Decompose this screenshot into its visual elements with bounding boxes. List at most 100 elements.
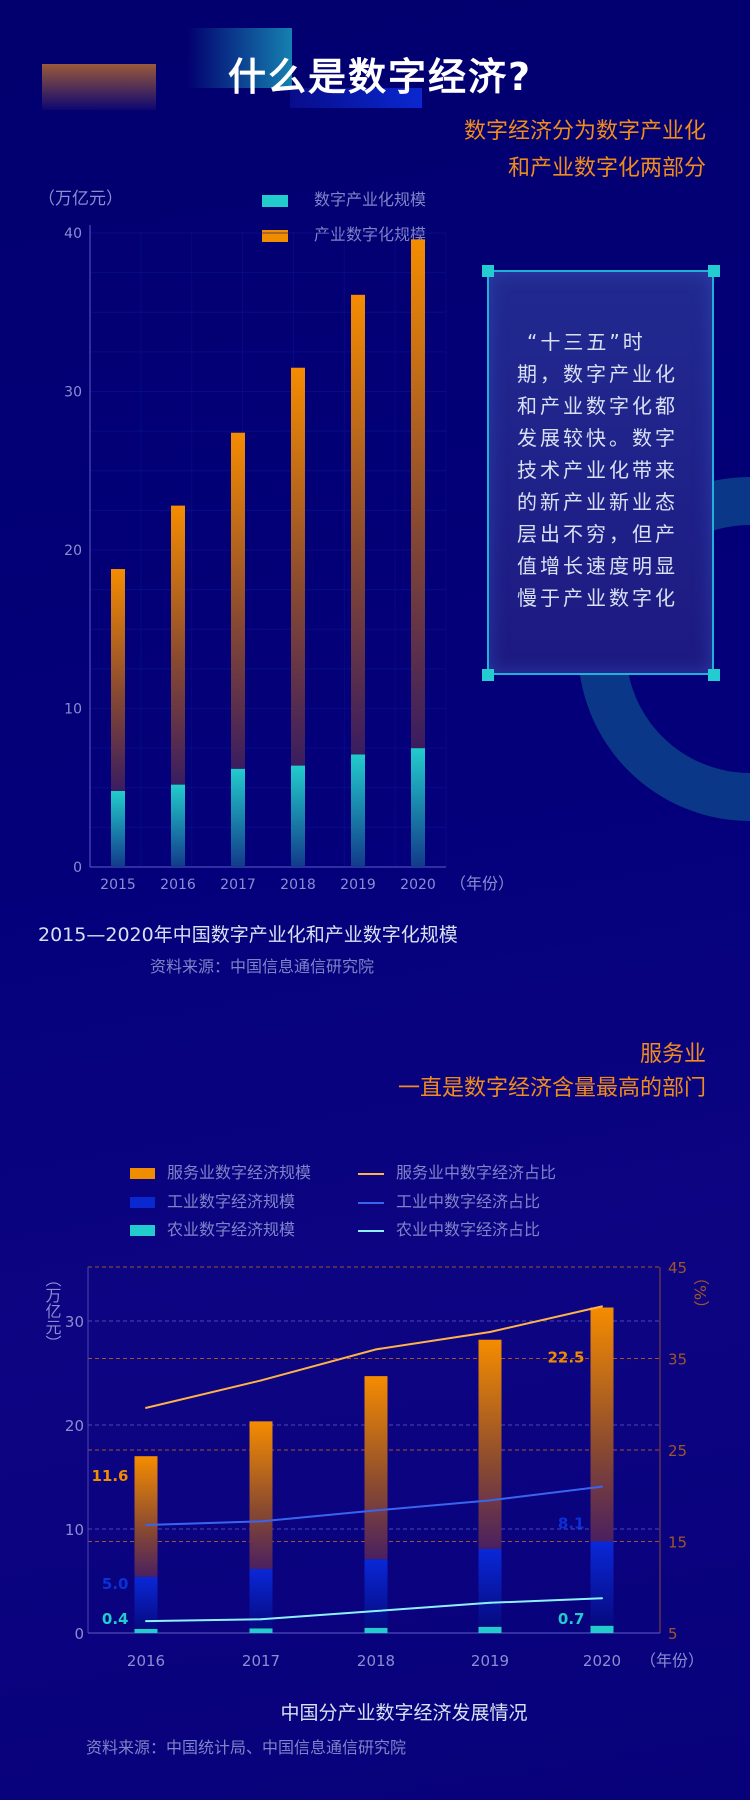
corner-marker [708, 265, 720, 277]
legend-label: 服务业数字经济规模 [167, 1163, 312, 1182]
line-point [260, 1379, 262, 1382]
info-line: 期，数字产业化 [517, 362, 678, 386]
info-line: 发展较快。数字 [517, 426, 678, 450]
bar-services [364, 1376, 388, 1560]
legend-line [358, 1172, 384, 1175]
legend-line [358, 1201, 384, 1204]
y-tick-label: 10 [64, 702, 82, 718]
y-tick-label: 20 [64, 543, 82, 559]
page-title: 什么是数字经济? [227, 55, 533, 99]
legend-industry-bar: 工业数字经济规模 [130, 1188, 295, 1212]
data-label: 5.0 [102, 1575, 129, 1593]
legend-services-line: 服务业中数字经济占比 [358, 1159, 556, 1183]
y2-tick-label: 35 [668, 1351, 687, 1369]
decorative-blue-block [290, 88, 422, 108]
bar-digital-industrialization [111, 790, 125, 867]
line-point [145, 1524, 147, 1527]
intro-line-2: 和产业数字化两部分 [507, 156, 706, 181]
bar-agriculture [364, 1627, 388, 1633]
legend-label: 工业数字经济规模 [167, 1192, 296, 1211]
x-tick-label: 2018 [280, 877, 316, 893]
legend-label: 农业中数字经济占比 [396, 1220, 541, 1239]
y2-tick-label: 15 [668, 1534, 687, 1552]
bar-agriculture [590, 1625, 614, 1633]
corner-marker [482, 265, 494, 277]
chart1-title: 2015—2020年中国数字产业化和产业数字化规模 [38, 924, 458, 946]
bar-services [134, 1456, 158, 1577]
chart-digital-economy-scale: 0 10 20 30 40 2015 2016 2017 2018 2019 2020 （年份） [64, 225, 514, 893]
legend-swatch [130, 1225, 155, 1236]
legend-services-bar: 服务业数字经济规模 [130, 1159, 311, 1183]
x-tick-label: 2019 [340, 877, 376, 893]
bar-digital-industrialization [351, 754, 365, 867]
y2-tick-label: 25 [668, 1442, 687, 1460]
bar-industry [249, 1569, 273, 1629]
bar-industrial-digitalization [411, 239, 425, 749]
legend-agriculture-bar: 农业数字经济规模 [130, 1216, 295, 1240]
line-point [145, 1620, 147, 1623]
legend-label: 工业中数字经济占比 [396, 1192, 541, 1211]
line-point [145, 1406, 147, 1409]
x-tick-label: 2017 [220, 877, 256, 893]
y2-tick-label: 5 [668, 1625, 678, 1643]
x-tick-label: 2020 [400, 877, 436, 893]
bar-services [249, 1421, 273, 1570]
line-point [601, 1305, 603, 1308]
bar-industry [590, 1541, 614, 1626]
bar-services [590, 1307, 614, 1542]
bar-industry [478, 1548, 502, 1627]
bar-industrial-digitalization [351, 294, 365, 755]
legend-agriculture-line: 农业中数字经济占比 [358, 1216, 540, 1240]
y-tick-label: 10 [65, 1521, 84, 1539]
chart2-source: 资料来源：中国统计局、中国信息通信研究院 [86, 1738, 407, 1757]
bar-digital-industrialization [171, 784, 185, 867]
bar-agriculture [134, 1628, 158, 1633]
legend-label: 农业数字经济规模 [167, 1220, 296, 1239]
info-line: 慢于产业数字化 [517, 586, 678, 610]
legend-line [358, 1229, 384, 1232]
line-point [601, 1485, 603, 1488]
bar-digital-industrialization [411, 748, 425, 867]
info-line: 的新产业新业态 [517, 490, 678, 514]
line-point [260, 1618, 262, 1621]
y-tick-label: 0 [74, 1625, 84, 1643]
bar-industrial-digitalization [291, 367, 305, 766]
line-point [489, 1499, 491, 1502]
info-line: 值增长速度明显 [517, 554, 678, 578]
section2-line-2: 一直是数字经济含量最高的部门 [397, 1076, 706, 1101]
data-label: 8.1 [558, 1514, 585, 1532]
x-tick-label: 2016 [160, 877, 196, 893]
y2-tick-label: 45 [668, 1259, 687, 1277]
info-text: “十三五”时 期，数字产业化 和产业数字化都 发展较快。数字 技术产业化带来 的… [517, 326, 692, 614]
y-tick-label: 30 [65, 1313, 84, 1331]
y-tick-label: 30 [64, 385, 82, 401]
x-axis-label: （年份） [640, 1651, 704, 1670]
corner-marker [482, 669, 494, 681]
bar-industrial-digitalization [111, 569, 125, 791]
chart2-title: 中国分产业数字经济发展情况 [280, 1702, 528, 1724]
legend-swatch [262, 194, 288, 207]
line-point [375, 1509, 377, 1512]
bar-digital-industrialization [231, 768, 245, 867]
bar-industrial-digitalization [171, 505, 185, 785]
line-point [601, 1597, 603, 1600]
bar-industry [364, 1559, 388, 1628]
legend-label: 数字产业化规模 [314, 190, 427, 209]
intro-line-1: 数字经济分为数字产业化 [463, 119, 706, 144]
x-tick-label: 2020 [583, 1652, 621, 1670]
chart1-source: 资料来源：中国信息通信研究院 [150, 957, 375, 976]
section2-line-1: 服务业 [639, 1042, 706, 1067]
line-point [375, 1610, 377, 1613]
x-tick-label: 2019 [471, 1652, 509, 1670]
line-point [489, 1330, 491, 1333]
x-tick-label: 2015 [100, 877, 136, 893]
x-tick-label: 2016 [127, 1652, 165, 1670]
legend-label: 产业数字化规模 [314, 225, 427, 244]
bar-digital-industrialization [291, 765, 305, 867]
legend-industry-line: 工业中数字经济占比 [358, 1188, 540, 1212]
info-line: 和产业数字化都 [517, 394, 678, 418]
data-label: 22.5 [547, 1348, 584, 1366]
y-tick-label: 0 [73, 860, 82, 876]
line-point [375, 1348, 377, 1351]
line-point [260, 1520, 262, 1523]
